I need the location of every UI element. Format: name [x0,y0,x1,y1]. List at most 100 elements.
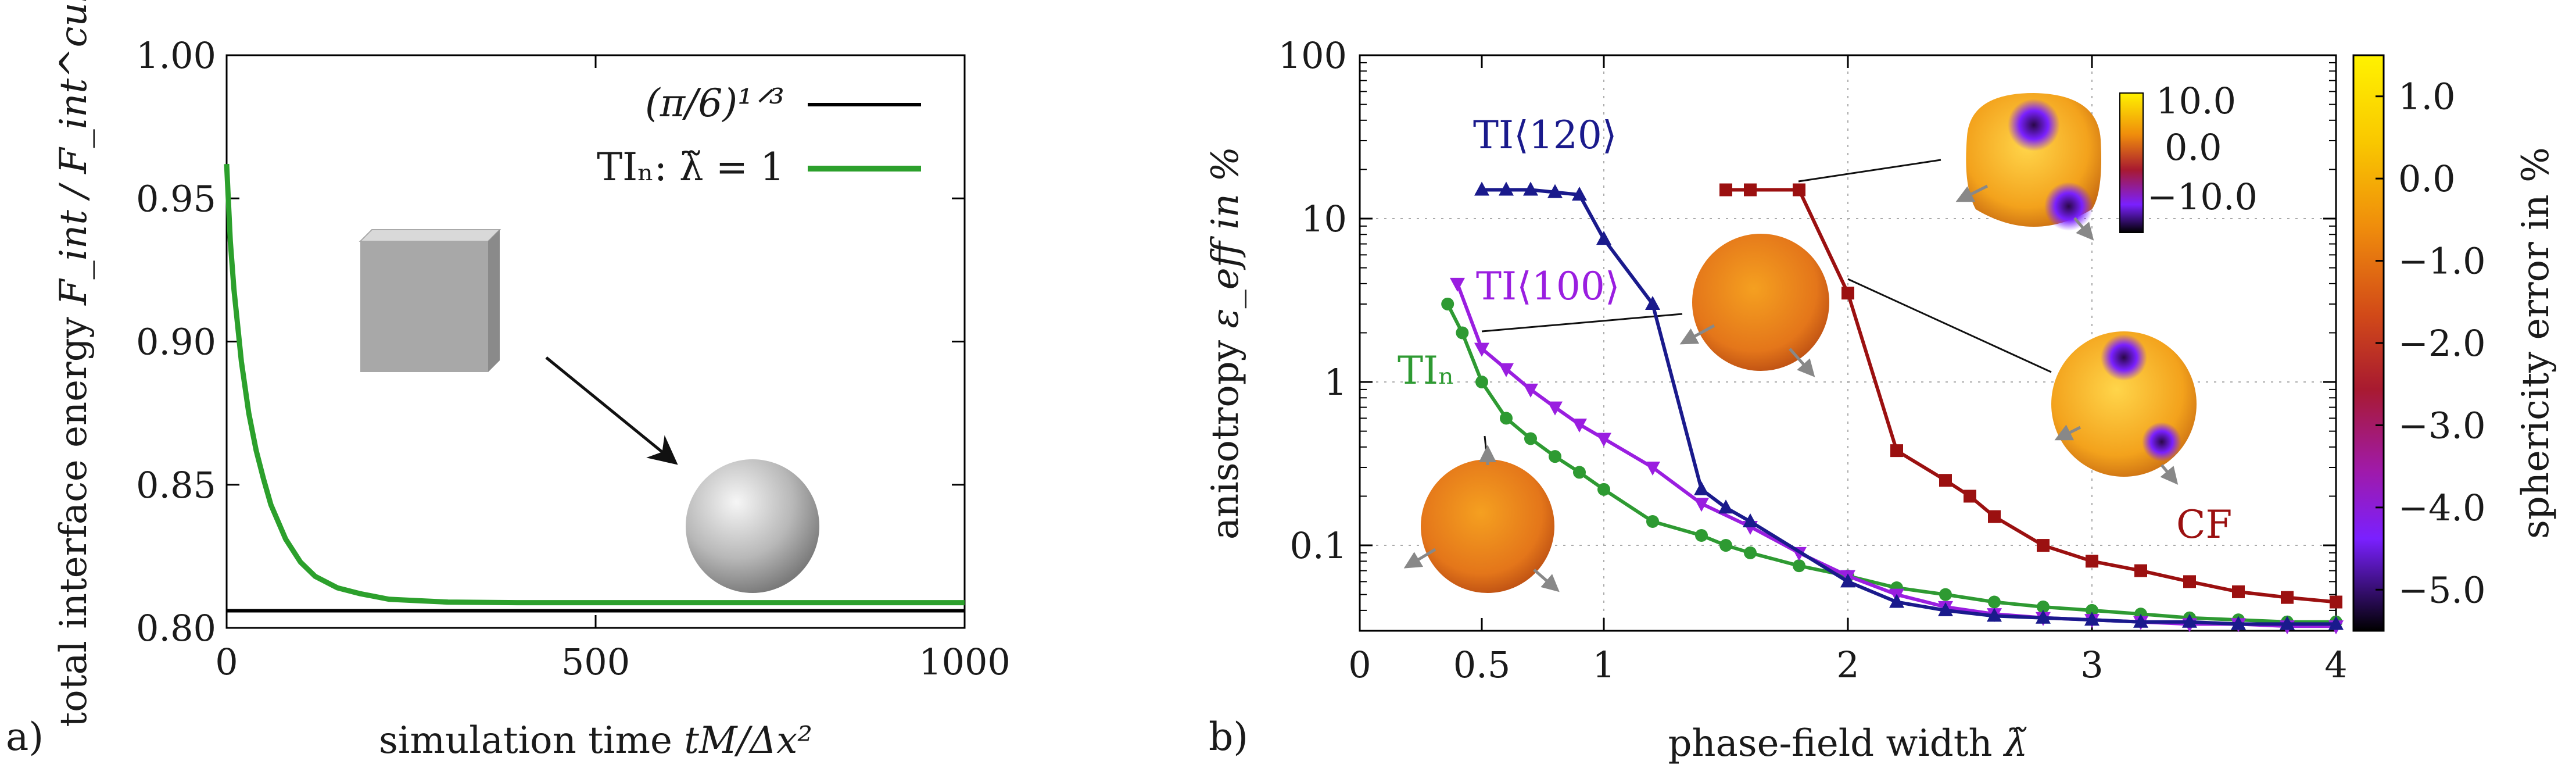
panel-b-point-0 [1500,412,1513,425]
panel-b: b) 0 0.5 1 2 3 4 0.1 1 10 100 TI⟨120⟩ TI⟨100⟩ TIₙ… [1204,34,2557,765]
panel-b-point-3 [2037,539,2050,552]
panel-b-point-2 [2084,612,2100,626]
panel-a-xtick-label: 1000 [919,641,1011,683]
panel-a-xtick-label: 500 [561,641,630,683]
panel-b-point-0 [1475,376,1488,389]
panel-b-point-2 [1987,608,2002,622]
panel-b-point-1 [1450,277,1465,292]
relax-arrow-icon [545,356,678,465]
panel-a-legend: (π/6)¹ᐟ³ TIₙ: λ̃ = 1 [597,81,921,190]
panel-b-ytick-label: 0.1 [1289,524,1347,567]
panel-b-ytick-label: 100 [1278,34,1347,77]
panel-b-point-3 [1964,490,1976,503]
panel-b-ylabel-math: ε_eff in % [1204,147,1247,328]
panel-b-xtick-label: 1 [1592,644,1615,686]
colorbar-tick-label: −1.0 [2398,240,2486,283]
panel-b-xtick-label: 4 [2324,644,2347,686]
panel-b-point-3 [1719,183,1732,197]
panel-b-point-1 [1645,461,1660,476]
panel-b-point-3 [1744,183,1757,197]
series-label-tin: TIₙ [1398,348,1455,393]
panel-a-ytick-label: 1.00 [136,34,216,77]
panel-b-point-3 [1939,474,1952,487]
panel-b-xtick-label: 0.5 [1453,644,1511,686]
colorbar-label: sphericity error in % [2514,147,2557,539]
panel-b-point-0 [1524,432,1537,445]
panel-b-point-2 [1547,184,1563,198]
panel-b-point-2 [2036,609,2051,624]
inset-sphere-tin [1403,445,1560,593]
inset-sphere-ti120 [1955,93,2101,241]
panel-b-xtick-label: 2 [1836,644,1859,686]
panel-a-xlabel-text: simulation time [379,719,684,762]
panel-a-ylabel-text: total interface energy [52,305,95,727]
inset-colorbar-tick-1: 0.0 [2165,126,2222,169]
panel-b-point-0 [1719,539,1732,552]
panel-b-point-2 [2328,616,2344,630]
panel-b-series-line-0 [1446,303,2336,624]
panel-b-point-3 [2330,595,2342,609]
panel-a-ticks: 0 500 1000 0.80 0.85 0.90 0.95 1.00 [136,34,1011,683]
panel-b-point-1 [1499,363,1514,377]
panel-a-ylabel: total interface energy F_int / F_int^cub… [52,0,95,727]
panel-b-point-1 [1572,419,1587,433]
panel-a-ytick-label: 0.80 [136,607,216,649]
panel-b-point-2 [1523,181,1538,196]
panel-b-point-0 [1793,559,1805,573]
cube-inset-icon [359,229,501,372]
panel-b-point-3 [1793,183,1805,197]
inset-leader-lines [1481,159,2052,466]
panel-b-xlabel-math: λ̃ [2002,722,2028,765]
panel-b-point-0 [1456,326,1469,340]
panel-b-ytick-label: 1 [1324,361,1347,403]
panel-b-xlabel: phase-field width λ̃ [1668,722,2027,765]
panel-b-point-2 [1889,594,1904,608]
panel-b-point-2 [2182,613,2197,628]
inset-colorbar-tick-2: −10.0 [2147,176,2258,218]
panel-b-point-0 [1597,483,1610,496]
panel-b-ylabel: anisotropy ε_eff in % [1204,147,1247,540]
panel-b-point-1 [1474,342,1489,357]
panel-b-point-2 [2280,616,2295,630]
panel-b-series-line-3 [1726,188,2337,604]
colorbar-tick-label: −3.0 [2398,404,2486,446]
colorbar-tick-label: −4.0 [2398,487,2486,529]
panel-b-point-1 [1596,433,1611,447]
colorbar: 1.0 0.0 −1.0 −2.0 −3.0 −4.0 −5.0 sphericity er… [2352,54,2557,632]
panel-a-xlabel: simulation time tM/Δx² [379,719,812,762]
panel-b-point-2 [2231,616,2246,630]
panel-b-point-0 [1573,466,1586,479]
panel-a-series-line-1 [224,163,965,606]
panel-b-point-3 [2232,585,2245,598]
series-label-cf: CF [2176,502,2232,547]
panel-b-xtick-label: 0 [1348,644,1371,686]
panel-b-point-2 [1645,295,1660,310]
panel-b-point-3 [1841,287,1854,300]
panel-b-point-3 [2183,575,2196,588]
panel-b-point-2 [1743,513,1758,527]
series-label-ti100: TI⟨100⟩ [1476,264,1620,309]
panel-b-point-3 [2281,591,2294,604]
panel-b-point-2 [1474,181,1489,196]
panel-b-series [1441,181,2344,635]
sphere-inset-icon [686,459,819,593]
panel-b-xlabel-text: phase-field width [1668,722,2004,765]
panel-b-point-1 [1694,498,1709,512]
panel-b-point-0 [1744,546,1757,559]
inset-colorbar: 10.0 0.0 −10.0 [2119,80,2258,233]
panel-b-point-2 [1938,602,1953,616]
panel-b-label: b) [1209,715,1248,759]
legend-label-tin: TIₙ: λ̃ = 1 [597,145,784,190]
panel-b-point-0 [1695,529,1708,542]
panel-a-ytick-label: 0.85 [136,464,216,506]
panel-a-ylabel-math: F_int / F_int^cube [52,0,95,306]
panel-b-point-3 [2134,564,2147,577]
panel-b-point-2 [1718,499,1733,514]
panel-b-point-0 [2037,600,2050,613]
colorbar-tick-label: 0.0 [2398,158,2456,200]
panel-b-point-2 [1596,231,1611,245]
panel-b-series-line-2 [1482,188,2336,626]
panel-b-point-2 [2133,613,2148,628]
panel-b-point-0 [2086,603,2098,617]
